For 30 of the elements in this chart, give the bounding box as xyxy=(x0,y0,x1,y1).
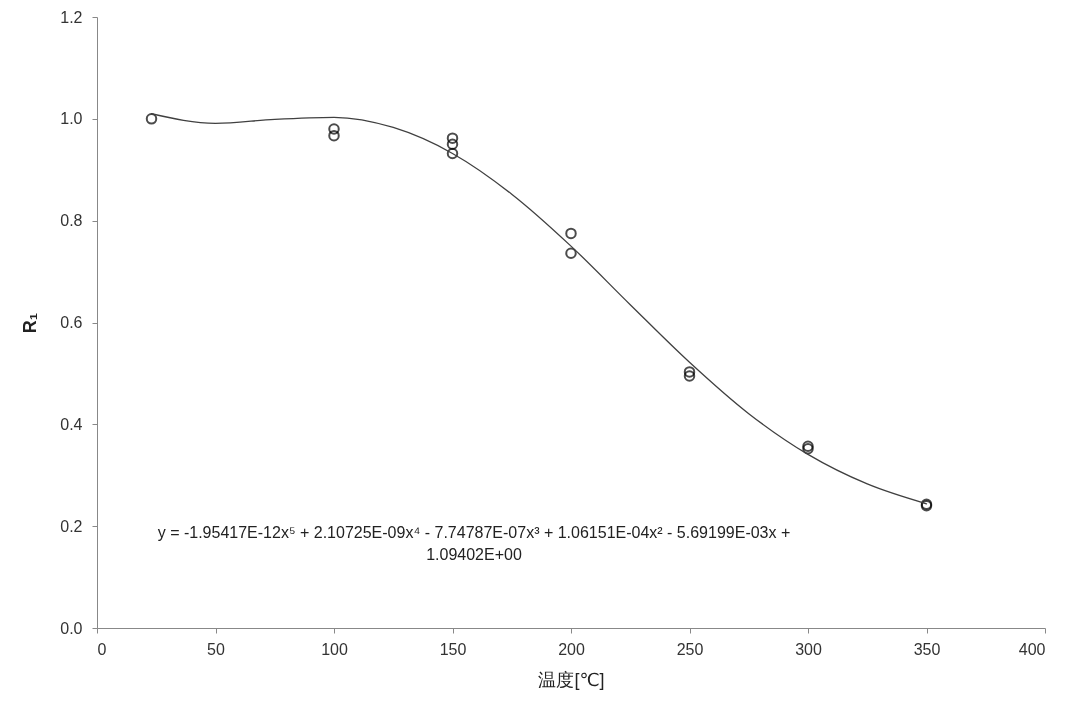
x-tick-label: 200 xyxy=(558,640,585,658)
line-series xyxy=(150,113,928,505)
point xyxy=(328,123,340,135)
x-axis-title: 温度[℃] xyxy=(538,669,605,690)
y-tick-label: 0.0 xyxy=(60,619,83,637)
x-tick-label: 50 xyxy=(207,640,225,658)
x-tick-label: 0 xyxy=(97,640,107,658)
x-tick-label: 350 xyxy=(913,640,941,658)
x-tick-label: 400 xyxy=(1018,640,1046,658)
y-tick-label: 0.6 xyxy=(60,314,83,331)
point xyxy=(145,113,158,125)
point xyxy=(683,366,696,378)
point xyxy=(328,129,340,142)
x-tick-label: 100 xyxy=(321,640,348,658)
point xyxy=(446,138,459,151)
x-tick-label: 250 xyxy=(676,640,704,658)
point xyxy=(683,370,696,382)
y-tick-label: 1.2 xyxy=(60,8,83,26)
annotation: y = -1.95417E-12x⁵ + 2.10725E-09x⁴ - 7.74787E-07x³ + 1.06151E-04x² - 5.69199E-03x + 1.09402E+00 xyxy=(157,524,791,563)
point xyxy=(446,132,459,144)
y-tick-label: 1.0 xyxy=(60,110,83,128)
x-tick-label: 300 xyxy=(795,640,822,658)
point xyxy=(565,247,577,259)
point xyxy=(565,227,577,240)
y-tick-label: 0.8 xyxy=(60,212,83,230)
y-tick-label: 0.4 xyxy=(60,415,83,433)
y-tick-label: 0.2 xyxy=(60,517,83,535)
point xyxy=(446,147,459,160)
y-axis-title: R₁ xyxy=(20,312,41,334)
x-tick-label: 150 xyxy=(439,640,467,658)
